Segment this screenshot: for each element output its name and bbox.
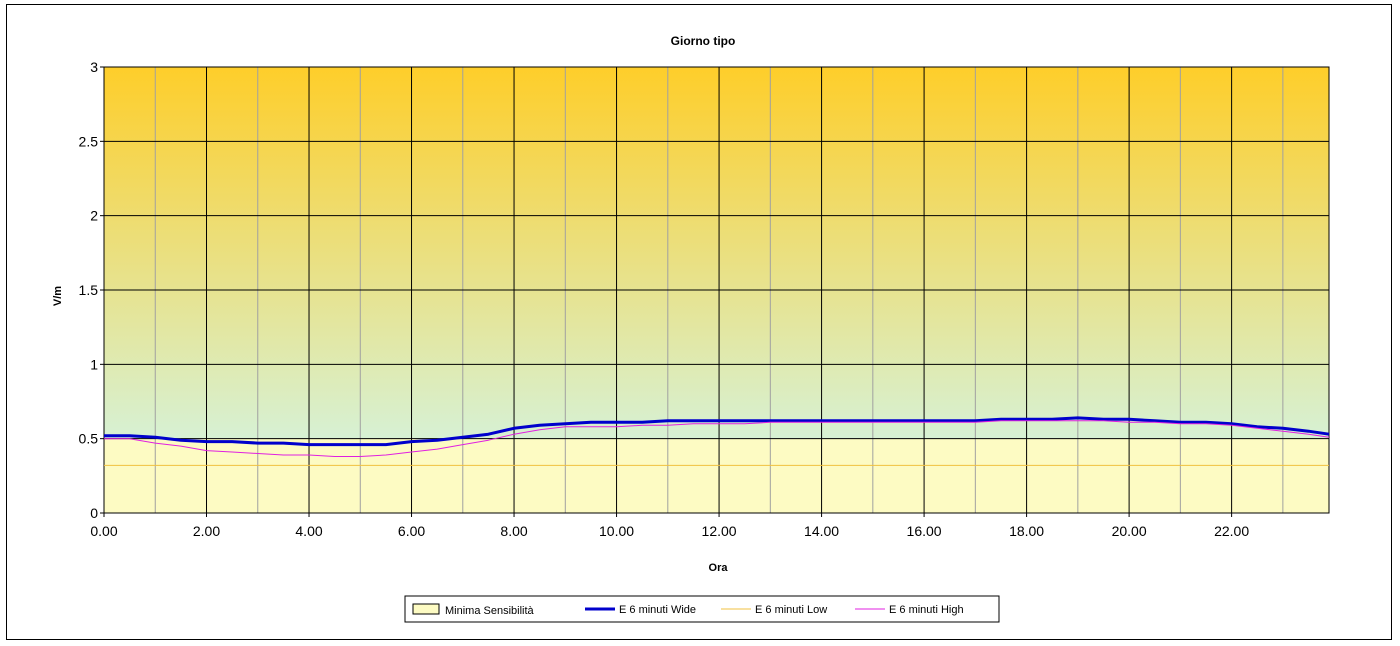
y-tick-label: 0 (90, 505, 98, 521)
y-tick-label: 2 (90, 208, 98, 224)
y-axis-title: V/m (52, 286, 64, 306)
x-tick-label: 2.00 (193, 523, 220, 539)
x-tick-label: 20.00 (1112, 523, 1147, 539)
x-tick-label: 10.00 (599, 523, 634, 539)
x-tick-label: 14.00 (804, 523, 839, 539)
x-axis-title: Ora (709, 562, 729, 574)
chart-frame: Giorno tipo 0 0.5 1 1.5 2 2.5 3 0.00 2.00 4.00 6.0… (6, 4, 1392, 640)
legend-label: Minima Sensibilità (445, 605, 535, 617)
y-tick-label: 3 (90, 59, 98, 75)
legend-label: E 6 minuti Wide (619, 604, 696, 616)
legend: Minima Sensibilità E 6 minuti Wide E 6 min… (404, 595, 1000, 623)
series-line-e-6-minuti-wide (104, 416, 1330, 447)
y-tick-label: 2.5 (79, 133, 99, 149)
legend-label: E 6 minuti High (889, 604, 964, 616)
x-tick-label: 16.00 (907, 523, 942, 539)
x-tick-label: 18.00 (1009, 523, 1044, 539)
series-line-e-6-minuti-high (104, 420, 1330, 457)
legend-box (404, 595, 1000, 623)
legend-label: E 6 minuti Low (755, 604, 827, 616)
chart-title: Giorno tipo (671, 34, 736, 48)
x-tick-label: 0.00 (90, 523, 117, 539)
minima-sensibilita-area (104, 438, 1329, 513)
x-tick-label: 4.00 (295, 523, 322, 539)
x-tick-label: 12.00 (702, 523, 737, 539)
y-tick-label: 0.5 (79, 431, 99, 447)
y-tick-label: 1 (90, 356, 98, 372)
x-tick-label: 6.00 (398, 523, 425, 539)
chart: Giorno tipo 0 0.5 1 1.5 2 2.5 3 0.00 2.00 4.00 6.0… (52, 34, 1330, 623)
x-tick-label: 8.00 (500, 523, 527, 539)
legend-swatch (412, 603, 440, 615)
y-tick-label: 1.5 (79, 282, 99, 298)
x-tick-label: 22.00 (1214, 523, 1249, 539)
